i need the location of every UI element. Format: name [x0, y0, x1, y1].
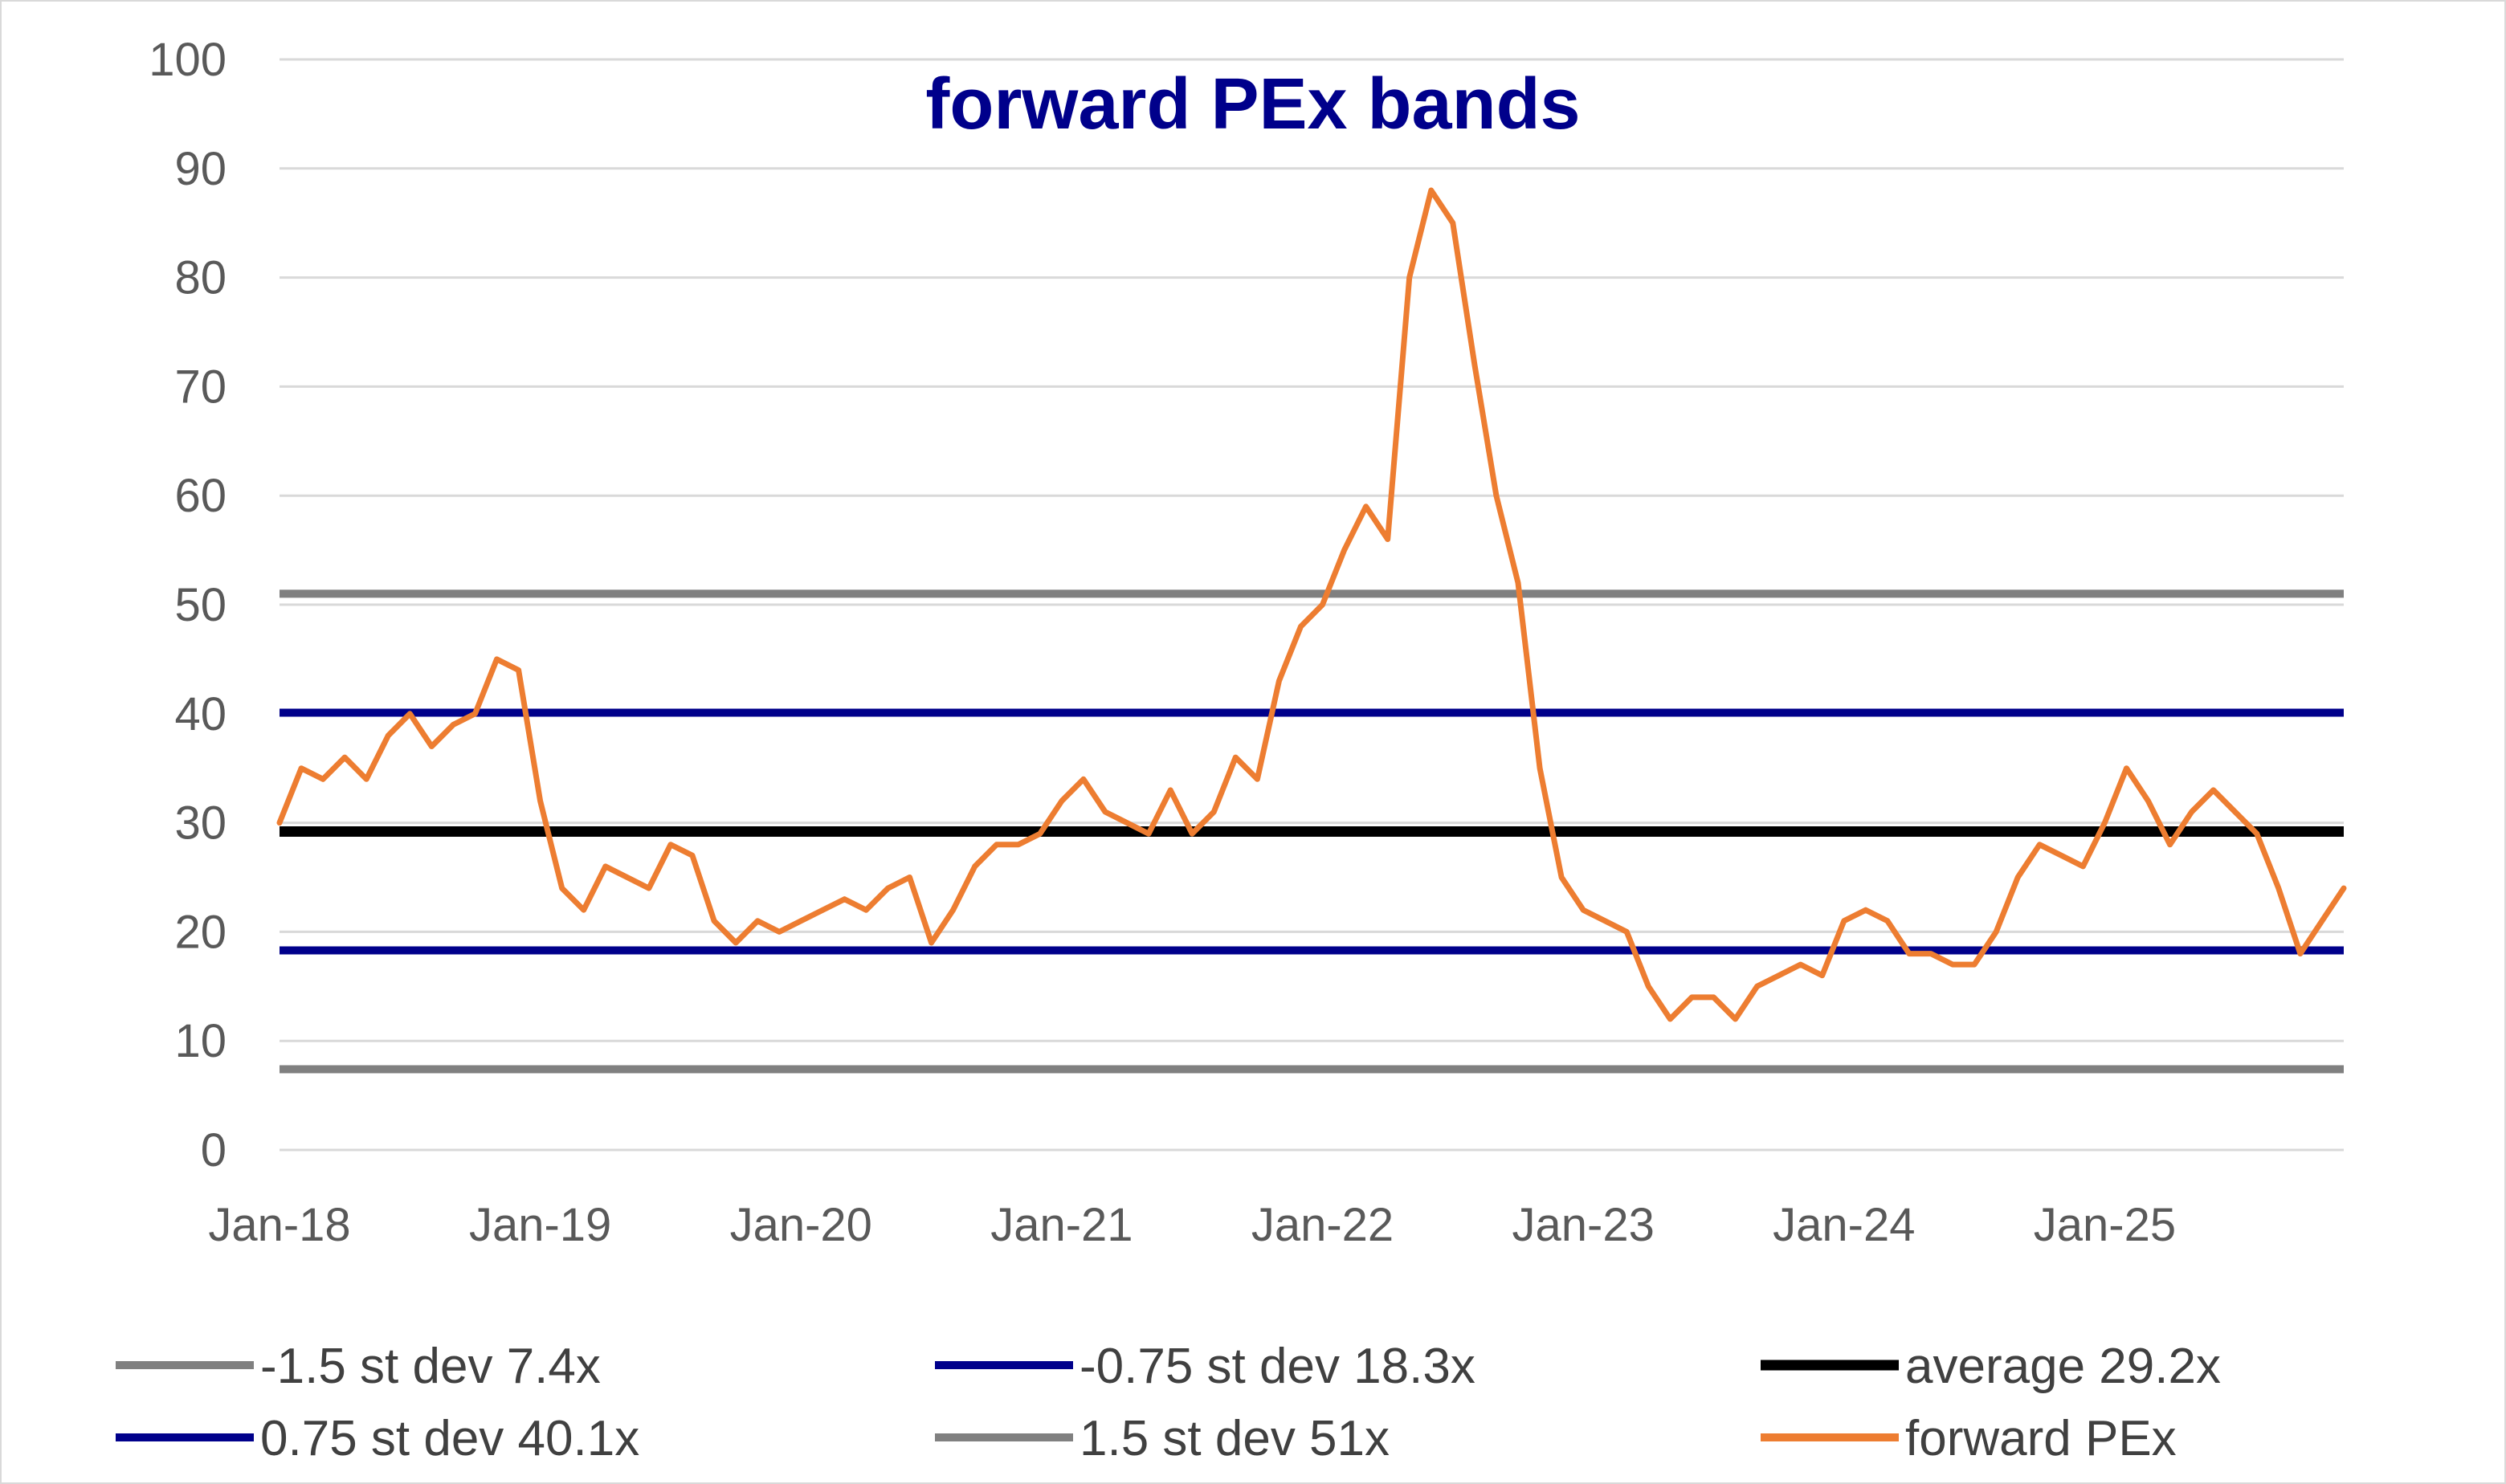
y-tick-label: 50 [174, 579, 227, 631]
x-tick-label: Jan-24 [1773, 1199, 1915, 1251]
legend-label: average 29.2x [1905, 1339, 2221, 1394]
legend-label: 1.5 st dev 51x [1080, 1411, 1390, 1466]
y-tick-label: 80 [174, 252, 227, 304]
x-tick-label: Jan-21 [990, 1199, 1133, 1251]
legend-label: forward PEx [1905, 1411, 2177, 1466]
legend-item: forward PEx [1761, 1411, 2177, 1466]
x-tick-label: Jan-18 [208, 1199, 350, 1251]
legend-item: -1.5 st dev 7.4x [116, 1339, 601, 1394]
legend-label: 0.75 st dev 40.1x [260, 1411, 639, 1466]
legend-label: -1.5 st dev 7.4x [260, 1339, 601, 1394]
band-lines [280, 589, 2344, 1074]
gridlines [280, 58, 2344, 1152]
x-axis-tick-labels: Jan-18 Jan-19 Jan-20 Jan-21 Jan-22 Jan-23 Jan-… [208, 1199, 2176, 1251]
x-tick-label: Jan-23 [1512, 1199, 1654, 1251]
y-tick-label: 0 [201, 1124, 227, 1176]
series-line-forward-pex [276, 187, 2347, 1022]
legend-item: 1.5 st dev 51x [935, 1411, 1390, 1466]
y-tick-label: 60 [174, 470, 227, 522]
legend: -1.5 st dev 7.4x -0.75 st dev 18.3x averag… [116, 1339, 2221, 1466]
chart-title: forward PEx bands [925, 64, 1580, 145]
legend-label: -0.75 st dev 18.3x [1080, 1339, 1475, 1394]
x-tick-label: Jan-19 [469, 1199, 611, 1251]
legend-item: -0.75 st dev 18.3x [935, 1339, 1475, 1394]
y-tick-label: 30 [174, 797, 227, 850]
y-tick-label: 90 [174, 143, 227, 195]
y-tick-label: 40 [174, 688, 227, 740]
x-tick-label: Jan-22 [1251, 1199, 1394, 1251]
legend-item: 0.75 st dev 40.1x [116, 1411, 639, 1466]
y-tick-label: 70 [174, 361, 227, 413]
y-tick-label: 10 [174, 1015, 227, 1067]
legend-item: average 29.2x [1761, 1339, 2221, 1394]
x-tick-label: Jan-20 [730, 1199, 872, 1251]
x-tick-label: Jan-25 [2034, 1199, 2176, 1251]
y-axis-tick-labels: 0 10 20 30 40 50 60 70 80 90 100 [149, 34, 227, 1176]
y-tick-label: 100 [149, 34, 227, 86]
y-tick-label: 20 [174, 906, 227, 958]
